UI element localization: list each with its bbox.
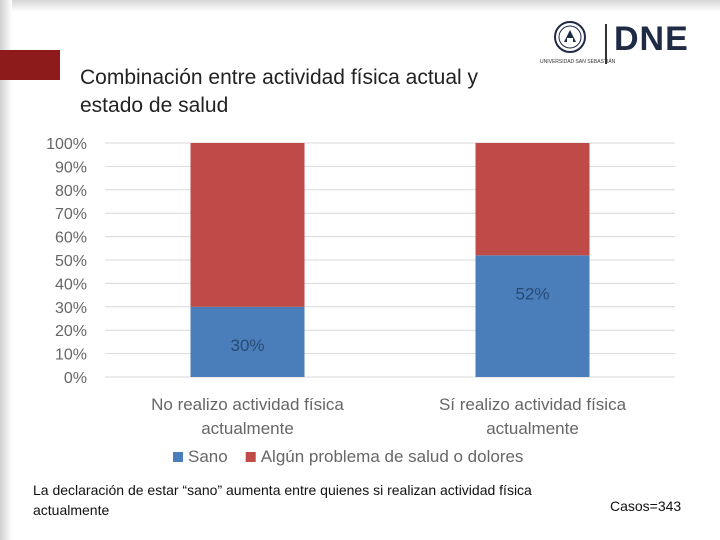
slide-edge-shadow xyxy=(0,0,12,540)
dne-logo: DNE xyxy=(614,22,704,66)
legend-entry: Sano xyxy=(188,447,228,466)
data-label: 30% xyxy=(230,336,264,355)
y-axis: 0% 10% 20% 30% 40% 50% 60% 70% 80% 90% 100% xyxy=(46,136,87,387)
university-logo: UNIVERSIDAD SAN SEBASTIÁN xyxy=(540,20,616,68)
y-tick-label: 50% xyxy=(55,253,87,270)
y-tick-label: 80% xyxy=(55,183,87,200)
y-tick-label: 70% xyxy=(55,206,87,223)
page-title: Combinación entre actividad física actua… xyxy=(80,66,479,117)
footnote: La declaración de estar “sano” aumenta e… xyxy=(33,482,532,518)
chart-legend: Sano Algún problema de salud o dolores xyxy=(173,447,523,466)
y-tick-label: 40% xyxy=(55,276,87,293)
x-tick-label: No realizo actividad física actualmente xyxy=(151,395,344,438)
stacked-bar-chart: 0% 10% 20% 30% 40% 50% 60% 70% 80% 90% 100% 30% 52%… xyxy=(46,136,675,466)
x-axis: No realizo actividad física actualmente Sí… xyxy=(151,395,626,438)
x-tick-label: Sí realizo actividad física actualmente xyxy=(439,395,627,438)
data-label: 52% xyxy=(515,284,549,303)
bar-segment xyxy=(190,306,305,377)
chart-bars: 30% 52% xyxy=(190,143,590,377)
legend-swatch xyxy=(173,452,183,462)
bar-segment xyxy=(475,255,590,377)
y-tick-label: 20% xyxy=(55,323,87,340)
logo-separator xyxy=(605,24,607,64)
y-tick-label: 60% xyxy=(55,230,87,247)
bar-segment xyxy=(190,143,305,307)
y-tick-label: 10% xyxy=(55,347,87,364)
university-seal-icon xyxy=(554,21,586,53)
slide-top-shadow xyxy=(0,0,720,12)
y-tick-label: 30% xyxy=(55,300,87,317)
y-tick-label: 0% xyxy=(64,370,87,387)
university-name: UNIVERSIDAD SAN SEBASTIÁN xyxy=(540,59,616,65)
title-accent-bar xyxy=(0,50,60,80)
legend-entry: Algún problema de salud o dolores xyxy=(261,447,524,466)
cases-count: Casos=343 xyxy=(610,498,682,514)
bar-segment xyxy=(475,143,590,256)
y-tick-label: 90% xyxy=(55,159,87,176)
y-tick-label: 100% xyxy=(46,136,87,153)
legend-swatch xyxy=(245,452,256,462)
dne-logo-text: DNE xyxy=(614,20,689,58)
